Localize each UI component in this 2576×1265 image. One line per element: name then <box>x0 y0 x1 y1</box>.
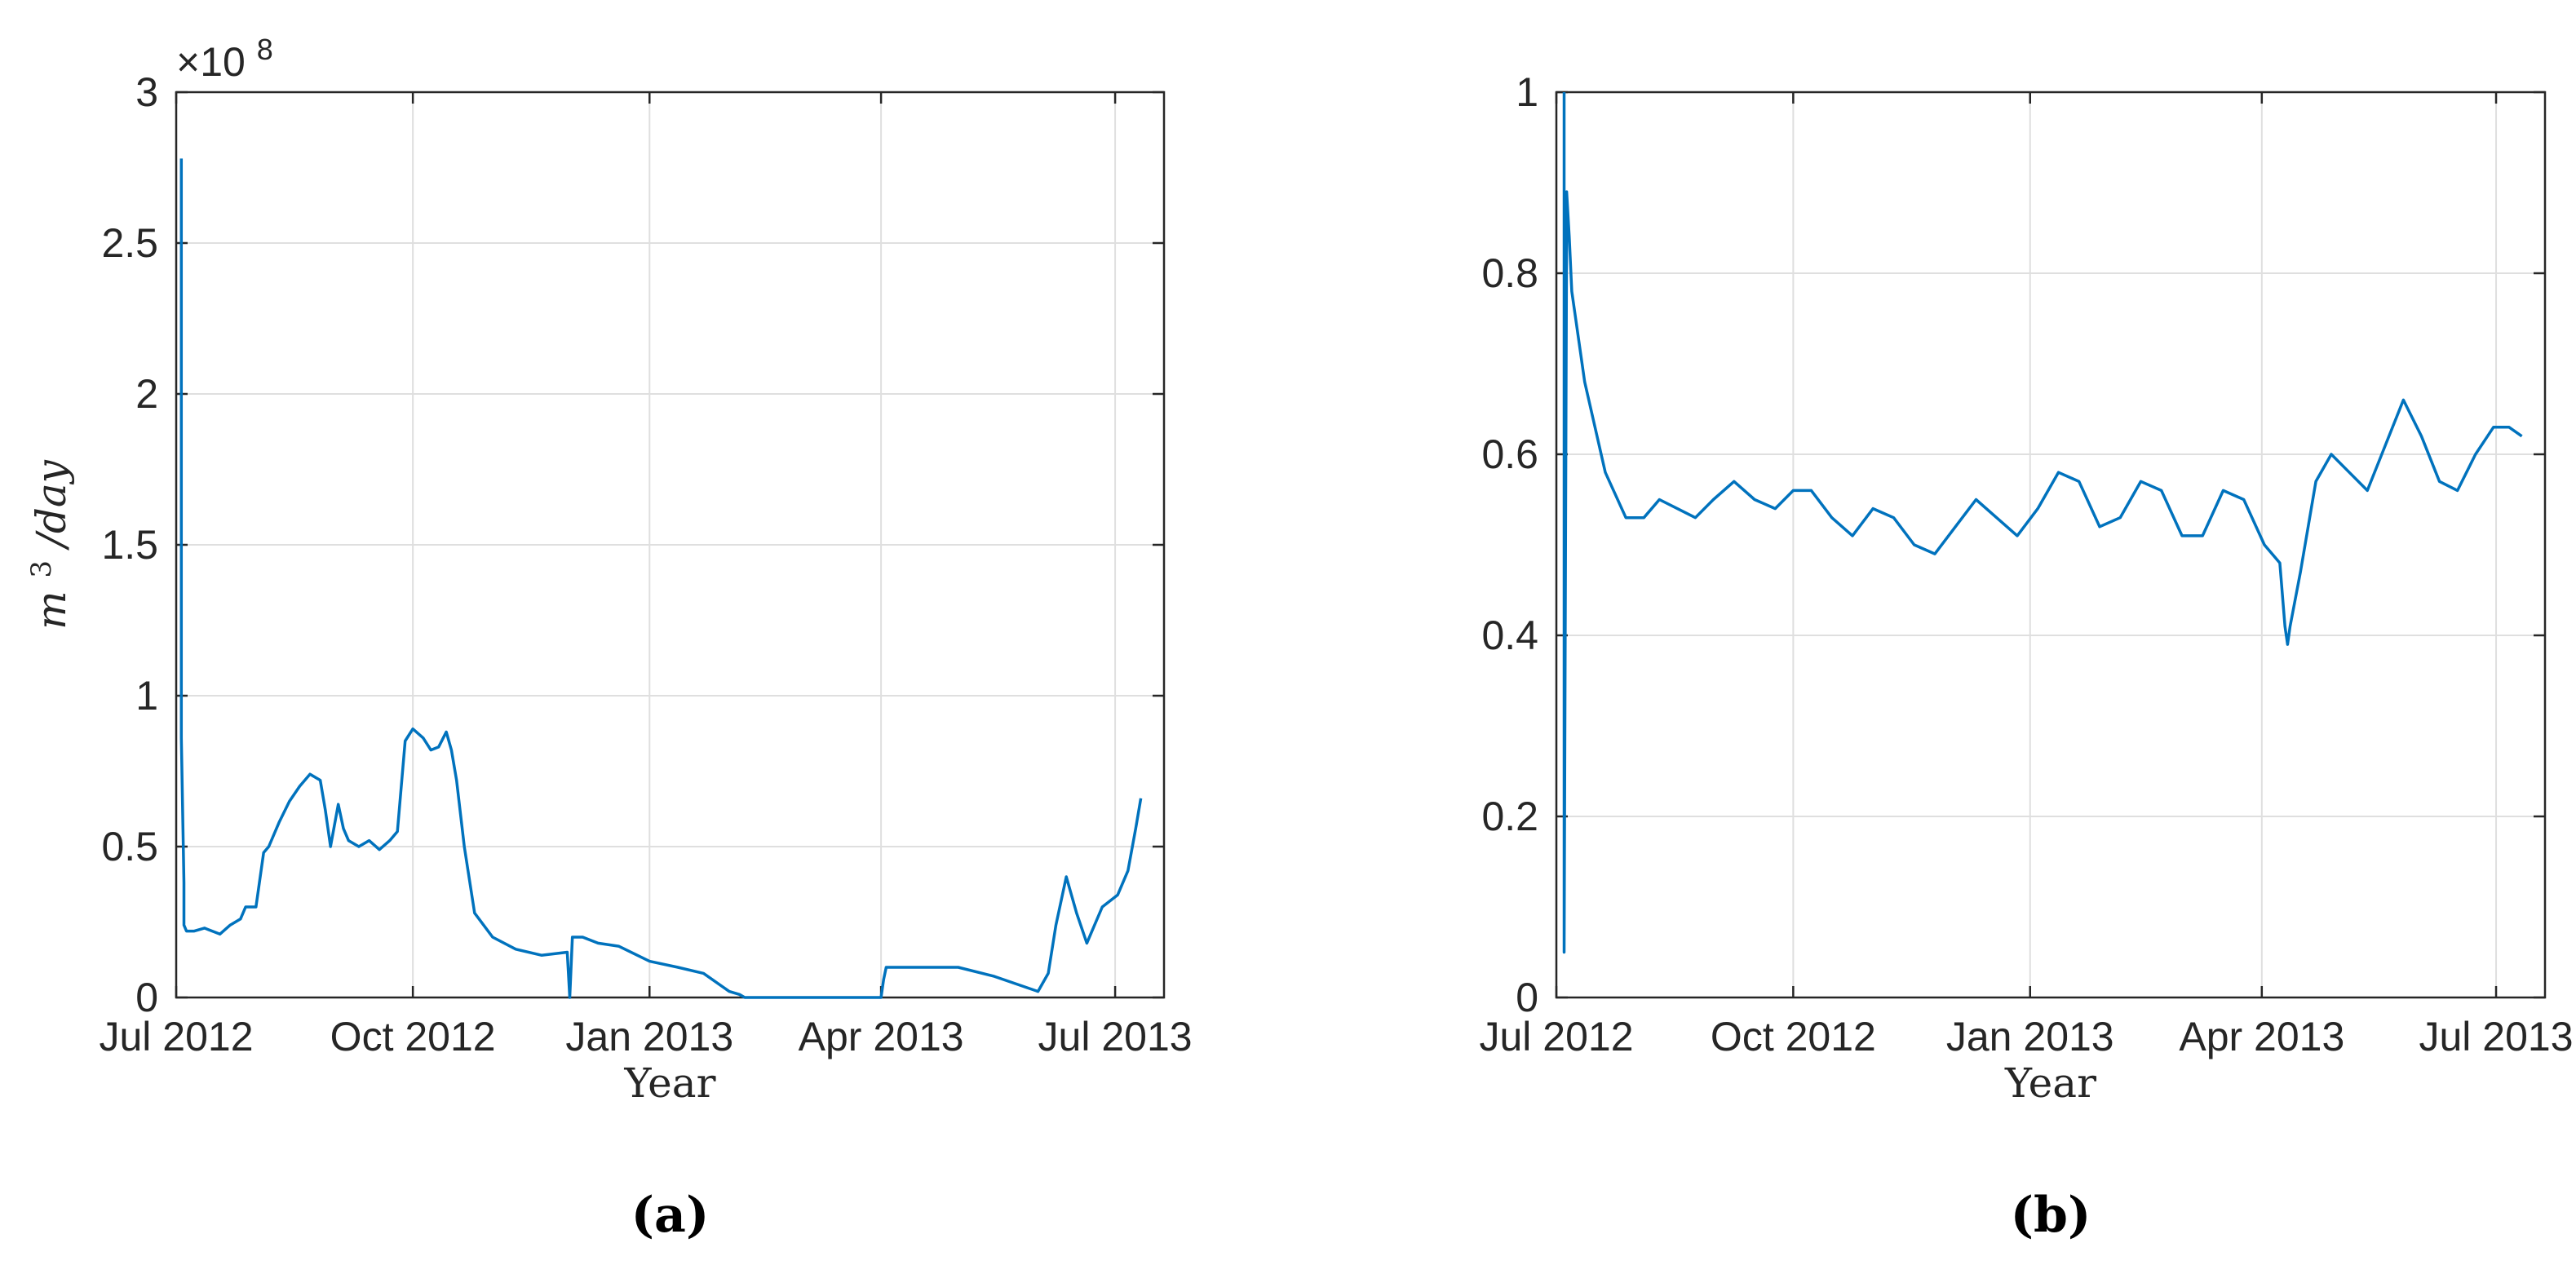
panel-label-a: (a) <box>631 1187 710 1244</box>
y-tick-label: 0.2 <box>1481 794 1538 839</box>
grid-b <box>1556 91 2545 998</box>
grid-a <box>175 91 1164 998</box>
series-line-a <box>179 158 1143 999</box>
series-line-b <box>1562 92 2523 954</box>
y-tick-label: 0.6 <box>1481 431 1538 477</box>
panel-label-b: (b) <box>2011 1187 2091 1244</box>
y-tick-label: 3 <box>135 69 158 115</box>
y-tick-label: 0.5 <box>101 824 158 869</box>
y-tick-label: 2.5 <box>101 220 158 266</box>
axis-ticks-b: 0 0.2 0.4 0.6 0.8 1 Jul 2012 Oct 2012 Jan 2013 Ap… <box>1479 69 2573 1059</box>
y-label-rest: /day <box>28 459 75 551</box>
y-tick-label: 0.8 <box>1481 250 1538 296</box>
y-multiplier-label: ×10 8 <box>176 33 273 85</box>
x-axis-label-b: Year <box>2004 1059 2096 1107</box>
x-tick-label: Jul 2012 <box>99 1014 253 1059</box>
y-tick-label: 0 <box>135 975 158 1020</box>
x-tick-label: Jul 2013 <box>2419 1014 2574 1059</box>
y-tick-label: 1.5 <box>101 522 158 568</box>
y-label-sup: 3 <box>25 560 58 578</box>
x-tick-label: Jan 2013 <box>565 1014 733 1059</box>
y-axis-label-a: m 3 /day <box>13 459 75 630</box>
x-tick-label: Jul 2013 <box>1038 1014 1193 1059</box>
y-tick-label: 2 <box>135 371 158 417</box>
y-tick-label: 1 <box>1516 69 1538 115</box>
y-tick-label: 0.4 <box>1481 613 1538 658</box>
chart-panel-a: 0 0.5 1 1.5 2 2.5 3 Jul 2012 Oct 2012 Jan 2013 Apr… <box>13 33 1193 1244</box>
y-tick-label: 1 <box>135 673 158 719</box>
y-multiplier-exp: 8 <box>257 33 273 66</box>
x-tick-label: Apr 2013 <box>799 1014 964 1059</box>
x-axis-label-a: Year <box>624 1059 716 1107</box>
x-tick-label: Oct 2012 <box>330 1014 496 1059</box>
y-multiplier-base: ×10 <box>176 39 246 85</box>
y-tick-label: 0 <box>1516 975 1538 1020</box>
axis-ticks-a: 0 0.5 1 1.5 2 2.5 3 Jul 2012 Oct 2012 Jan 2013 Apr… <box>99 69 1192 1059</box>
plot-frame-b <box>1555 91 2547 999</box>
x-tick-label: Jul 2012 <box>1479 1014 1633 1059</box>
x-tick-label: Apr 2013 <box>2179 1014 2344 1059</box>
x-tick-label: Jan 2013 <box>1946 1014 2114 1059</box>
chart-panel-b: 0 0.2 0.4 0.6 0.8 1 Jul 2012 Oct 2012 Jan 2013 Ap… <box>1479 69 2573 1244</box>
x-tick-label: Oct 2012 <box>1711 1014 1876 1059</box>
y-label-base: m <box>28 590 75 629</box>
